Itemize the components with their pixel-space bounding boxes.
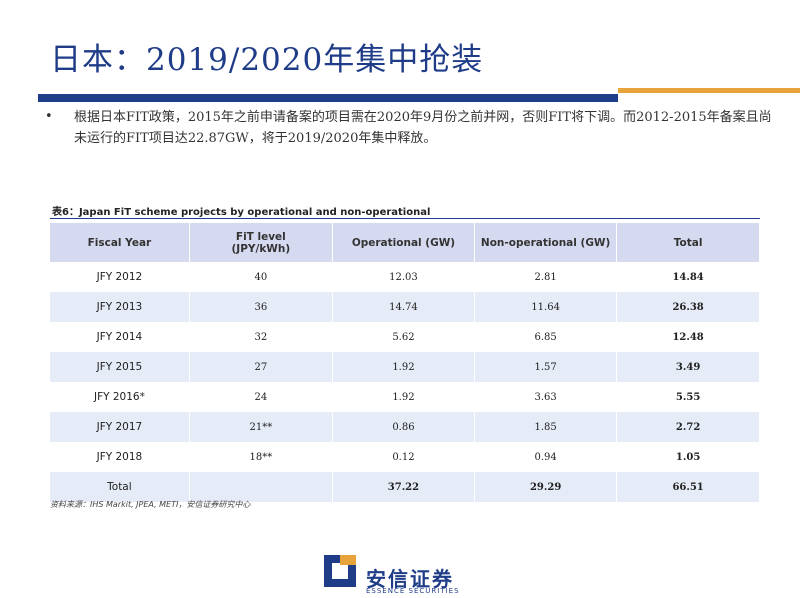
column-header: Non-operational (GW) <box>474 223 618 262</box>
table-cell: 12.03 <box>332 262 476 292</box>
logo-english: ESSENCE SECURITIES <box>366 587 460 595</box>
caption-rule <box>50 218 760 219</box>
table-cell: 1.92 <box>332 382 476 412</box>
header-line: FiT level <box>235 230 286 243</box>
table-cell: 27 <box>189 352 333 382</box>
table-cell: 2.72 <box>616 412 760 442</box>
data-table: Fiscal Year FiT level (JPY/kWh) Operational… <box>50 223 760 502</box>
table-cell: 1.85 <box>474 412 618 442</box>
table-cell: 0.12 <box>332 442 476 472</box>
table-cell: 21** <box>189 412 333 442</box>
table-cell: 5.55 <box>616 382 760 412</box>
table-cell: 24 <box>189 382 333 412</box>
table-cell: 1.05 <box>616 442 760 472</box>
column-header: Fiscal Year <box>50 223 190 262</box>
table-row: Total 37.22 29.29 66.51 <box>50 472 760 502</box>
table-row: JFY 2014 32 5.62 6.85 12.48 <box>50 322 760 352</box>
table-cell: 29.29 <box>474 472 618 502</box>
table-cell: 1.57 <box>474 352 618 382</box>
table-cell: JFY 2017 <box>50 412 190 442</box>
table-row: JFY 2012 40 12.03 2.81 14.84 <box>50 262 760 292</box>
table-cell: 6.85 <box>474 322 618 352</box>
table-cell: 0.94 <box>474 442 618 472</box>
table-cell: Total <box>50 472 190 502</box>
logo-icon <box>324 555 356 587</box>
logo-name: 安信证券 <box>366 567 454 591</box>
table-cell: 0.86 <box>332 412 476 442</box>
table-cell: 18** <box>189 442 333 472</box>
table-cell: 1.92 <box>332 352 476 382</box>
table-cell: 5.62 <box>332 322 476 352</box>
column-header: FiT level (JPY/kWh) <box>189 223 333 262</box>
table-cell: JFY 2013 <box>50 292 190 322</box>
table-cell: 36 <box>189 292 333 322</box>
table-row: JFY 2015 27 1.92 1.57 3.49 <box>50 352 760 382</box>
table-cell: 3.49 <box>616 352 760 382</box>
table-cell: 14.74 <box>332 292 476 322</box>
table-cell: 3.63 <box>474 382 618 412</box>
table-cell: JFY 2018 <box>50 442 190 472</box>
table-cell: 14.84 <box>616 262 760 292</box>
table-cell: JFY 2012 <box>50 262 190 292</box>
table-caption: 表6：Japan FiT scheme projects by operatio… <box>52 207 431 218</box>
header-row: Fiscal Year FiT level (JPY/kWh) Operational… <box>50 223 760 262</box>
table-cell: 66.51 <box>616 472 760 502</box>
table-row: JFY 2017 21** 0.86 1.85 2.72 <box>50 412 760 442</box>
bullet-text: 根据日本FIT政策，2015年之前申请备案的项目需在2020年9月份之前并网，否… <box>74 110 772 146</box>
table-cell: 26.38 <box>616 292 760 322</box>
column-header: Operational (GW) <box>332 223 476 262</box>
logo-accent <box>340 555 356 565</box>
table-cell: 2.81 <box>474 262 618 292</box>
table-cell: 11.64 <box>474 292 618 322</box>
bullet-dot: • <box>45 109 53 124</box>
table-cell: 12.48 <box>616 322 760 352</box>
table-cell: JFY 2015 <box>50 352 190 382</box>
source-note: 资料来源：IHS Markit, JPEA, METI，安信证券研究中心 <box>50 500 251 509</box>
table-cell: 37.22 <box>332 472 476 502</box>
table-cell: 40 <box>189 262 333 292</box>
table-cell: JFY 2014 <box>50 322 190 352</box>
column-header: Total <box>616 223 760 262</box>
title-bar <box>38 94 618 102</box>
accent-bar <box>618 88 800 93</box>
table-cell: 32 <box>189 322 333 352</box>
table-cell: JFY 2016* <box>50 382 190 412</box>
table-row: JFY 2018 18** 0.12 0.94 1.05 <box>50 442 760 472</box>
header-line: (JPY/kWh) <box>231 242 291 255</box>
table-row: JFY 2016* 24 1.92 3.63 5.55 <box>50 382 760 412</box>
table-cell <box>189 472 333 502</box>
slide-title: 日本：2019/2020年集中抢装 <box>50 42 484 78</box>
table-row: JFY 2013 36 14.74 11.64 26.38 <box>50 292 760 322</box>
logo-inner <box>332 563 348 579</box>
